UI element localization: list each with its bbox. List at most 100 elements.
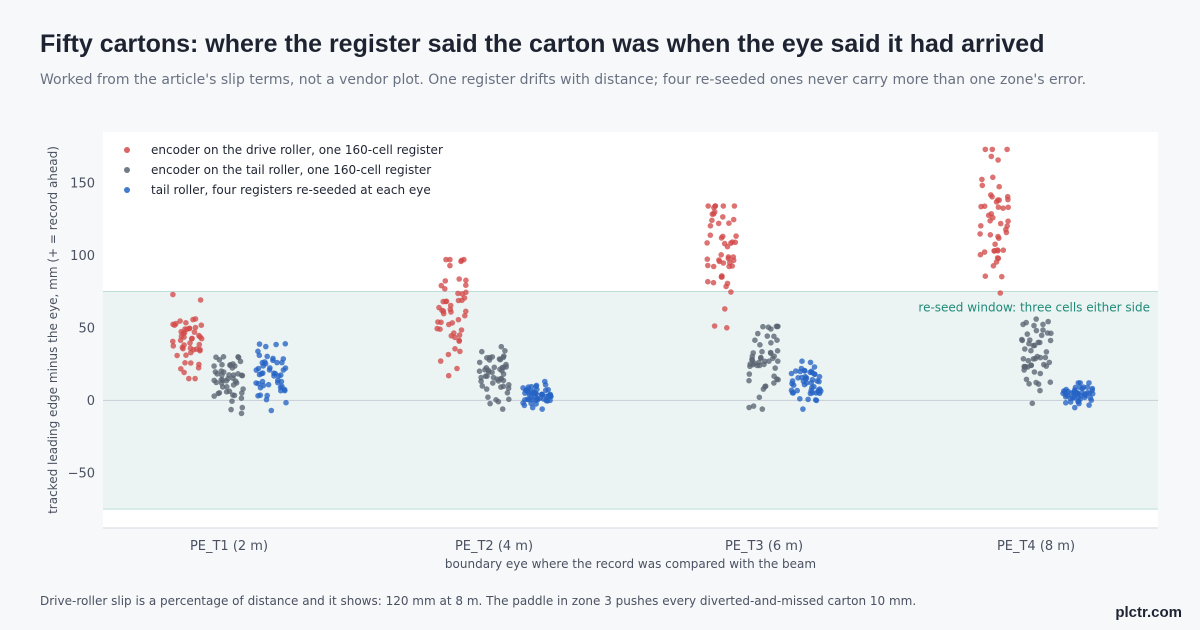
data-point <box>720 214 726 220</box>
data-point <box>506 396 512 403</box>
data-point <box>992 241 998 247</box>
data-point <box>239 404 246 411</box>
data-point <box>529 404 536 411</box>
data-point <box>479 348 485 355</box>
data-point <box>447 262 453 269</box>
data-point <box>1037 370 1044 377</box>
data-point <box>533 401 539 407</box>
data-point <box>1023 376 1030 383</box>
data-point <box>755 330 761 337</box>
data-point <box>191 329 198 335</box>
data-point <box>996 183 1002 190</box>
data-point <box>456 332 463 338</box>
data-point <box>1029 400 1036 407</box>
data-point <box>1031 322 1037 329</box>
data-point <box>263 343 269 350</box>
plot-area <box>103 132 1158 528</box>
data-point <box>454 365 460 372</box>
data-point <box>442 286 448 292</box>
data-point <box>497 366 503 373</box>
data-point <box>500 383 507 390</box>
data-point <box>789 378 796 384</box>
data-point <box>270 357 276 364</box>
data-point <box>718 235 725 241</box>
data-point <box>760 323 766 330</box>
data-point <box>216 390 223 396</box>
data-point <box>239 390 245 396</box>
data-point <box>534 386 540 393</box>
data-point <box>811 371 818 378</box>
data-point <box>1086 402 1092 408</box>
data-point <box>503 364 510 370</box>
data-point <box>716 257 722 263</box>
data-point <box>186 375 192 382</box>
data-point <box>704 256 711 263</box>
chart-title: Fifty cartons: where the register said t… <box>40 30 1045 58</box>
data-point <box>437 358 444 364</box>
data-point <box>213 354 219 361</box>
data-point <box>504 390 511 396</box>
data-point <box>483 386 490 392</box>
data-point <box>795 375 801 381</box>
data-point <box>720 260 727 266</box>
data-point <box>746 371 753 377</box>
data-point <box>1045 318 1051 325</box>
data-point <box>1003 229 1010 236</box>
data-point <box>448 333 455 339</box>
data-point <box>520 385 526 391</box>
data-point <box>476 368 483 375</box>
data-point <box>790 382 797 389</box>
data-point <box>1063 400 1069 406</box>
data-point <box>749 356 755 363</box>
data-point <box>1084 384 1091 391</box>
data-point <box>280 367 287 373</box>
x-tick-label: PE_T4 (8 m) <box>997 539 1075 554</box>
legend-entry: tail roller, four registers re-seeded at… <box>151 183 431 197</box>
data-point <box>463 308 469 315</box>
data-point <box>995 255 1002 262</box>
data-point <box>1028 347 1034 354</box>
data-point <box>979 182 986 189</box>
data-point <box>458 327 465 333</box>
data-point <box>268 407 275 414</box>
data-point <box>997 220 1004 227</box>
data-point <box>198 335 205 342</box>
data-point <box>707 223 714 229</box>
y-tick-label: 150 <box>70 176 95 191</box>
data-point <box>724 280 731 287</box>
data-point <box>987 232 994 238</box>
data-point <box>816 378 822 385</box>
legend-marker <box>124 147 130 153</box>
data-point <box>177 318 183 324</box>
data-point <box>1026 381 1032 387</box>
data-point <box>771 380 777 386</box>
x-tick-label: PE_T1 (2 m) <box>190 539 268 554</box>
data-point <box>193 346 200 352</box>
legend-entry: encoder on the drive roller, one 160-cel… <box>151 143 443 157</box>
data-point <box>452 346 458 352</box>
data-point <box>1063 391 1069 398</box>
data-point <box>275 377 281 384</box>
data-point <box>705 262 711 269</box>
data-point <box>539 406 545 412</box>
data-point <box>506 382 512 388</box>
data-point <box>495 398 502 405</box>
data-point <box>235 371 241 377</box>
data-point <box>802 373 809 380</box>
data-point <box>793 368 799 374</box>
data-point <box>1005 218 1011 224</box>
data-point <box>255 393 261 399</box>
data-point <box>1037 387 1043 394</box>
data-point <box>757 342 763 348</box>
data-point <box>764 333 771 339</box>
data-point <box>197 297 204 303</box>
data-point <box>1004 146 1010 153</box>
data-point <box>198 322 205 329</box>
data-point <box>1040 327 1046 333</box>
data-point <box>447 256 453 263</box>
data-point <box>1082 391 1088 397</box>
data-point <box>1038 332 1045 339</box>
data-point <box>435 319 441 325</box>
data-point <box>178 366 184 372</box>
